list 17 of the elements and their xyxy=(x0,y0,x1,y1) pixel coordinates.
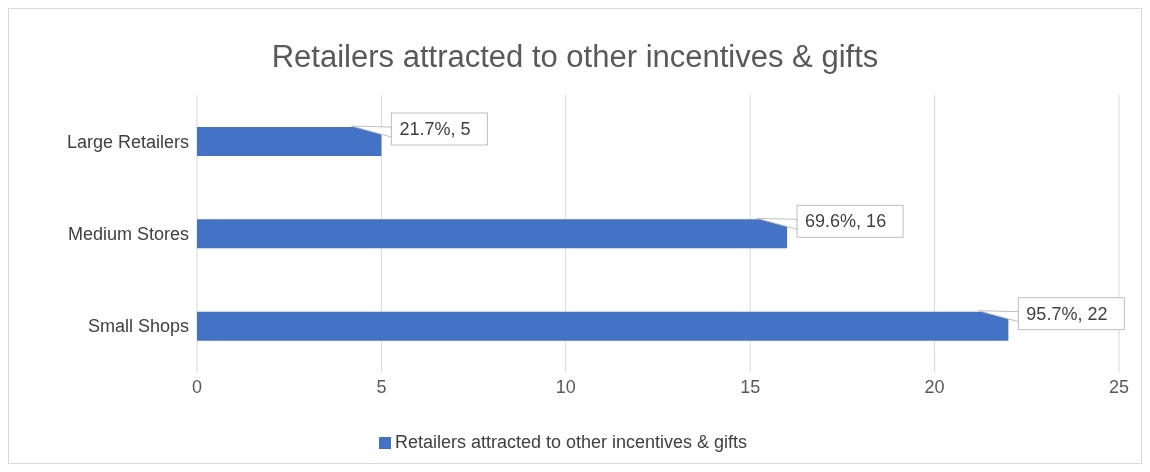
x-tick-label: 15 xyxy=(740,376,761,397)
data-label: 21.7%, 5 xyxy=(399,119,471,139)
bar xyxy=(197,311,1009,341)
legend-label: Retailers attracted to other incentives & gifts xyxy=(394,432,748,452)
y-tick-label: Small Shops xyxy=(87,316,189,337)
bar xyxy=(197,127,382,156)
bar xyxy=(197,219,788,249)
y-tick-label: Large Retailers xyxy=(66,131,189,152)
x-tick-label: 20 xyxy=(924,376,945,397)
x-tick-label: 10 xyxy=(555,376,576,397)
y-tick-label: Medium Stores xyxy=(67,223,189,244)
x-tick-label: 5 xyxy=(376,376,387,397)
data-label: 69.6%, 16 xyxy=(805,211,887,232)
data-label: 95.7%, 22 xyxy=(1026,303,1108,324)
x-tick-label: 25 xyxy=(1108,376,1130,397)
chart-title: Retailers attracted to other incentives & gifts xyxy=(270,39,880,76)
x-tick-label: 0 xyxy=(191,376,203,397)
